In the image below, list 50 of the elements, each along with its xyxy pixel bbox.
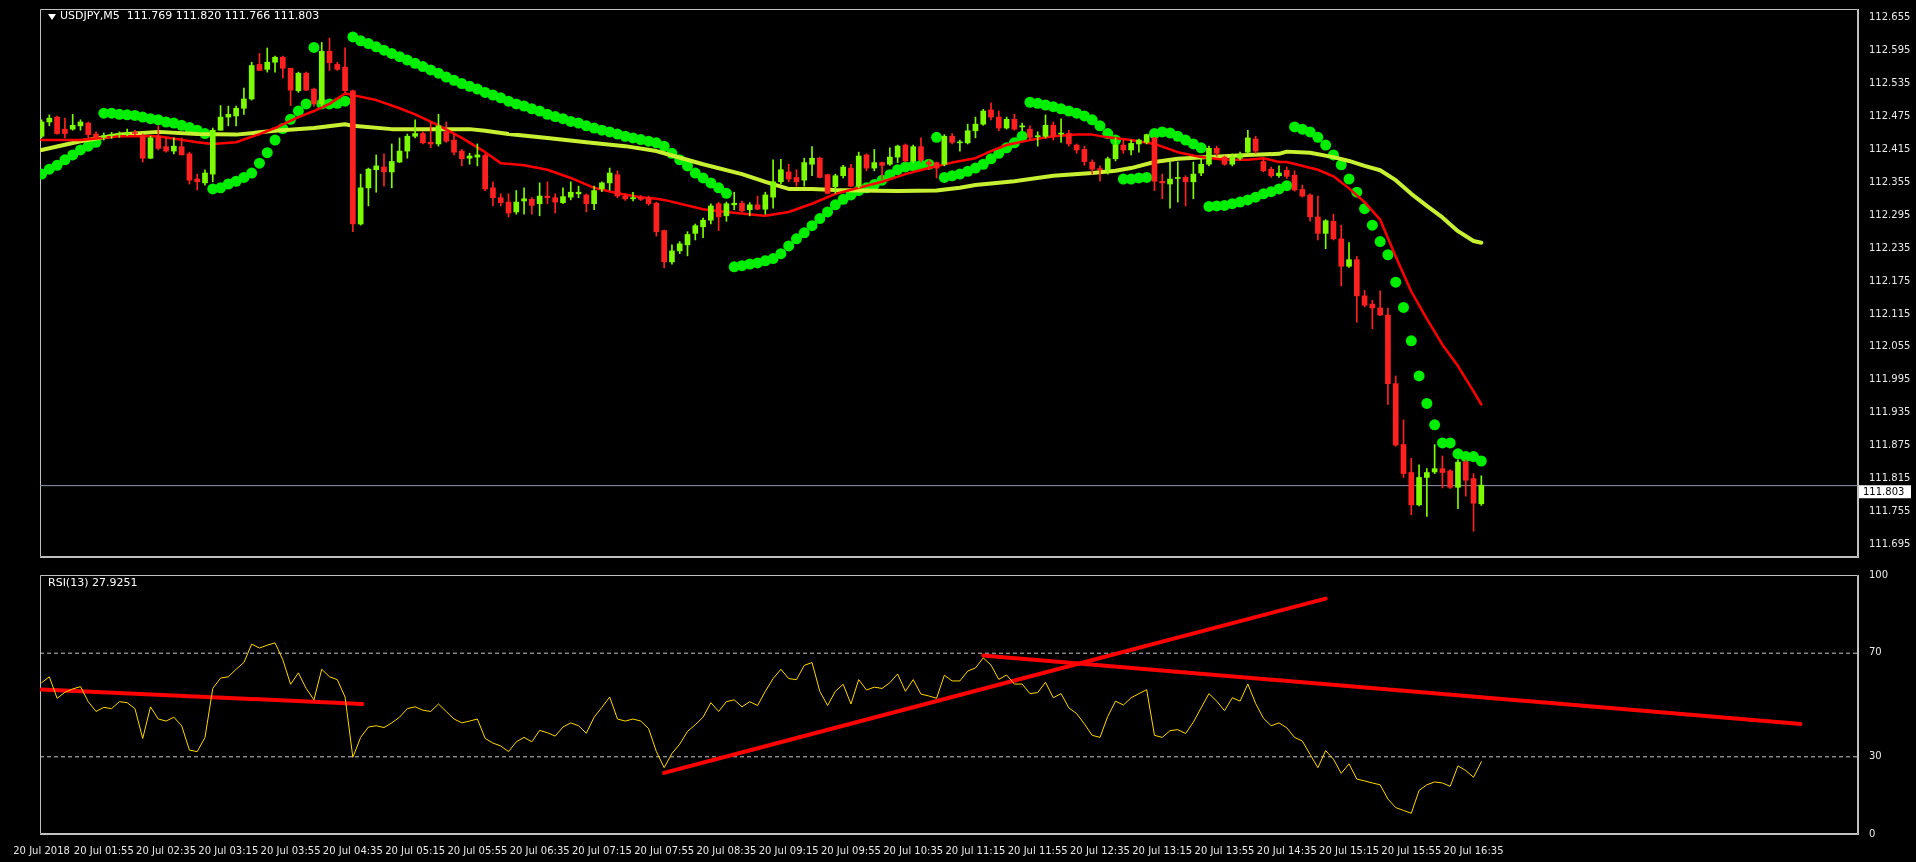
y-tick-label: 111.755 [1869, 505, 1911, 517]
y-tick-label: 112.175 [1869, 274, 1911, 286]
x-tick-label: 20 Jul 12:35 [1070, 844, 1130, 856]
x-tick-label: 20 Jul 07:15 [571, 844, 632, 856]
y-tick-label: 112.055 [1869, 340, 1911, 352]
ref-line-label: 111.803 [1863, 485, 1905, 497]
x-tick-label: 20 Jul 09:15 [758, 844, 819, 856]
y-tick-label: 111.875 [1869, 439, 1911, 451]
y-tick-label: 112.595 [1869, 44, 1911, 56]
y-tick-label: 112.295 [1869, 208, 1911, 220]
y-tick-label: 112.535 [1869, 77, 1911, 89]
x-tick-label: 20 Jul 06:35 [509, 844, 570, 856]
x-tick-label: 20 Jul 2018 [13, 844, 70, 856]
x-tick-label: 20 Jul 15:55 [1381, 844, 1442, 856]
x-tick-label: 20 Jul 01:55 [73, 844, 134, 856]
y-tick-label: 111.995 [1869, 373, 1911, 385]
y-tick-label: 30 [1869, 749, 1882, 761]
chart-title: RSI(13) 27.9251 [48, 576, 138, 589]
x-tick-label: 20 Jul 11:55 [1007, 844, 1068, 856]
x-tick-label: 20 Jul 11:15 [945, 844, 1006, 856]
y-tick-label: 100 [1869, 568, 1889, 580]
x-tick-label: 20 Jul 02:35 [136, 844, 197, 856]
x-tick-label: 20 Jul 14:35 [1256, 844, 1317, 856]
y-tick-label: 112.115 [1869, 307, 1911, 319]
x-tick-label: 20 Jul 15:15 [1319, 844, 1380, 856]
x-tick-label: 20 Jul 04:35 [322, 844, 383, 856]
y-tick-label: 111.815 [1869, 472, 1911, 484]
x-tick-label: 20 Jul 03:55 [260, 844, 321, 856]
x-tick-label: 20 Jul 05:15 [385, 844, 446, 856]
y-tick-label: 112.355 [1869, 175, 1911, 187]
x-tick-label: 20 Jul 13:55 [1194, 844, 1255, 856]
y-tick-label: 111.935 [1869, 406, 1911, 418]
x-tick-label: 20 Jul 10:35 [883, 844, 944, 856]
x-tick-label: 20 Jul 09:55 [820, 844, 881, 856]
x-tick-label: 20 Jul 08:35 [696, 844, 757, 856]
x-tick-label: 20 Jul 16:35 [1443, 844, 1504, 856]
x-tick-label: 20 Jul 13:15 [1132, 844, 1193, 856]
y-tick-label: 0 [1869, 827, 1876, 839]
y-tick-label: 112.475 [1869, 110, 1911, 122]
x-tick-label: 20 Jul 07:55 [634, 844, 695, 856]
y-tick-label: 111.695 [1869, 537, 1911, 549]
y-tick-label: 112.235 [1869, 241, 1911, 253]
chart-title: USDJPY,M5 111.769 111.820 111.766 111.803 [60, 9, 320, 22]
y-tick-label: 112.655 [1869, 11, 1911, 23]
x-tick-label: 20 Jul 05:55 [447, 844, 508, 856]
candlestick [637, 195, 644, 201]
x-tick-label: 20 Jul 03:15 [198, 844, 259, 856]
candlestick [100, 132, 107, 141]
y-tick-label: 70 [1869, 646, 1882, 658]
y-tick-label: 112.415 [1869, 143, 1911, 155]
